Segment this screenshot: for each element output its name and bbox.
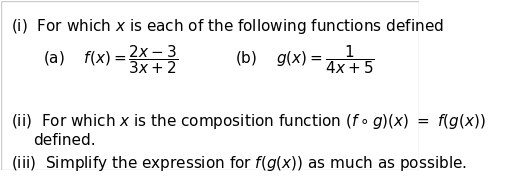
Text: (b) $\quad g(x) = \dfrac{1}{4x+5}$: (b) $\quad g(x) = \dfrac{1}{4x+5}$ <box>235 43 375 76</box>
Text: defined.: defined. <box>33 133 95 148</box>
Text: (ii)  For which $x$ is the composition function $(f \circ g)(x) \ = \ f(g(x))$: (ii) For which $x$ is the composition fu… <box>11 112 486 131</box>
Text: (a) $\quad f(x) = \dfrac{2x-3}{3x+2}$: (a) $\quad f(x) = \dfrac{2x-3}{3x+2}$ <box>43 43 178 76</box>
Text: (iii)  Simplify the expression for $f(g(x))$ as much as possible.: (iii) Simplify the expression for $f(g(x… <box>11 154 467 173</box>
Text: (i)  For which $x$ is each of the following functions defined: (i) For which $x$ is each of the followi… <box>11 16 443 36</box>
